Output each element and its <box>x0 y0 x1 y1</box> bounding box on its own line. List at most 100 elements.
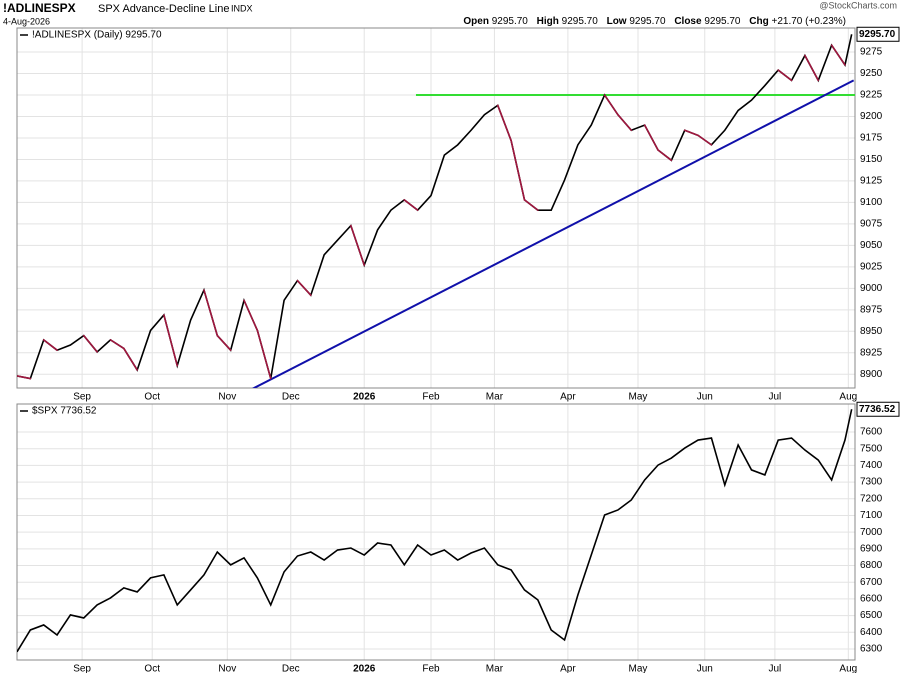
y-tick-label: 8975 <box>860 304 883 315</box>
y-tick-label: 6500 <box>860 610 883 621</box>
plot <box>17 34 855 388</box>
x-tick-label: May <box>629 664 648 673</box>
x-tick-label: Apr <box>560 664 576 673</box>
x-tick-label: 2026 <box>353 392 376 403</box>
y-tick-label: 7200 <box>860 493 883 504</box>
quote-value: +21.70 (+0.23%) <box>772 16 847 27</box>
quote: Open 9295.70 High 9295.70 Low 9295.70 Cl… <box>463 16 846 27</box>
x-tick-label: Dec <box>282 392 300 403</box>
down-segment <box>163 314 179 367</box>
x-tick-label: Nov <box>218 392 236 403</box>
y-tick-label: 7300 <box>860 477 883 488</box>
down-segment <box>603 94 619 116</box>
x-tick-label: Feb <box>422 664 440 673</box>
y-tick-label: 9150 <box>860 154 883 165</box>
x-tick-label: May <box>629 392 648 403</box>
y-tick-label: 9000 <box>860 283 883 294</box>
x-tick-label: Sep <box>73 664 91 673</box>
y-tick-label: 9275 <box>860 47 883 58</box>
x-tick-label: Aug <box>839 664 857 673</box>
x-tick-label: Jul <box>768 392 781 403</box>
exchange: INDX <box>231 3 253 13</box>
y-tick-label: 9025 <box>860 261 883 272</box>
y-tick-label: 6300 <box>860 644 883 655</box>
x-tick-label: Sep <box>73 392 91 403</box>
y-tick-label: 6600 <box>860 594 883 605</box>
down-segment <box>82 334 98 353</box>
down-segment <box>243 299 259 332</box>
down-segment <box>510 139 526 201</box>
down-segment <box>697 134 713 146</box>
quote-value: 9295.70 <box>492 16 529 27</box>
x-tick-label: Oct <box>144 664 160 673</box>
x-tick-label: Mar <box>486 664 504 673</box>
quote-label: Low <box>607 16 627 27</box>
x-tick-label: Dec <box>282 664 300 673</box>
x-tick-label: Oct <box>144 392 160 403</box>
quote-label: Open <box>463 16 489 27</box>
symbol-name: SPX Advance-Decline Line <box>98 3 229 15</box>
y-tick-label: 7500 <box>860 443 883 454</box>
y-tick-label: 9200 <box>860 111 883 122</box>
y-tick-label: 7100 <box>860 510 883 521</box>
y-tick-label: 9125 <box>860 176 883 187</box>
y-tick-label: 8900 <box>860 369 883 380</box>
trend-line <box>251 79 855 388</box>
down-segment <box>203 289 219 337</box>
quote-label: High <box>537 16 559 27</box>
down-segment <box>17 375 32 380</box>
last-value-box <box>856 401 900 417</box>
plot <box>17 409 853 653</box>
last-value-label: 7736.52 <box>859 404 896 415</box>
legend-label: !ADLINESPX (Daily) 9295.70 <box>32 30 162 41</box>
quote-label: Chg <box>749 16 768 27</box>
y-tick-label: 7000 <box>860 527 883 538</box>
x-tick-label: Jun <box>697 392 713 403</box>
down-segment <box>777 69 793 82</box>
x-tick-label: Aug <box>839 392 857 403</box>
y-tick-label: 9100 <box>860 197 883 208</box>
quote-value: 9295.70 <box>562 16 599 27</box>
y-tick-label: 6900 <box>860 543 883 554</box>
down-segment <box>403 199 419 211</box>
y-tick-label: 7400 <box>860 460 883 471</box>
quote-value: 9295.70 <box>704 16 741 27</box>
credit: @StockCharts.com <box>819 0 897 10</box>
down-segment <box>683 129 699 137</box>
down-segment <box>256 329 272 380</box>
y-tick-label: 6700 <box>860 577 883 588</box>
y-tick-label: 9250 <box>860 68 883 79</box>
date: 4-Aug-2026 <box>3 16 50 26</box>
down-segment <box>350 224 366 266</box>
x-tick-label: Jul <box>768 664 781 673</box>
panel-border <box>16 403 856 661</box>
series-line <box>17 34 853 380</box>
y-tick-label: 8950 <box>860 326 883 337</box>
panel-border <box>16 27 856 389</box>
down-segment <box>496 104 512 142</box>
down-segment <box>523 199 539 211</box>
legend-label: $SPX 7736.52 <box>32 406 97 417</box>
x-tick-label: Nov <box>218 664 236 673</box>
last-value-label: 9295.70 <box>859 29 896 40</box>
down-segment <box>643 124 659 151</box>
y-tick-label: 9225 <box>860 90 883 101</box>
y-tick-label: 9175 <box>860 133 883 144</box>
x-tick-label: Jun <box>697 664 713 673</box>
y-tick-label: 6400 <box>860 627 883 638</box>
down-segment <box>296 279 312 297</box>
down-segment <box>804 54 820 82</box>
down-segment <box>657 149 673 162</box>
down-segment <box>830 44 846 66</box>
y-tick-label: 6800 <box>860 560 883 571</box>
down-segment <box>109 339 125 350</box>
x-tick-label: Mar <box>486 392 504 403</box>
y-tick-label: 7600 <box>860 427 883 438</box>
y-tick-label: 9050 <box>860 240 883 251</box>
x-tick-label: 2026 <box>353 664 376 673</box>
down-segment <box>42 339 58 351</box>
y-tick-label: 8925 <box>860 347 883 358</box>
down-segment <box>617 113 633 132</box>
x-tick-label: Feb <box>422 392 440 403</box>
y-tick-label: 9075 <box>860 219 883 230</box>
